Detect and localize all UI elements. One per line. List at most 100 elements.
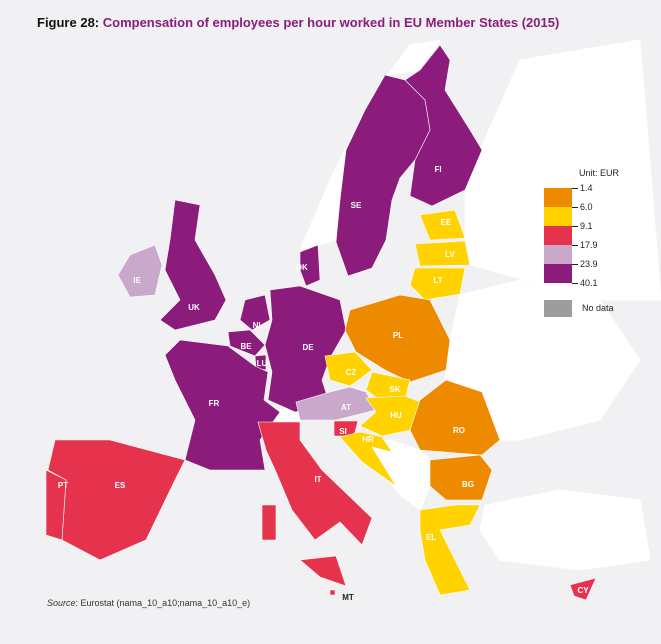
legend-no-data-label: No data (582, 303, 614, 313)
legend-break-label: 40.1 (572, 278, 598, 288)
country-label-si: SI (339, 427, 347, 436)
country-label-lu: LU (257, 359, 268, 368)
country-label-mt: MT (342, 593, 354, 602)
country-label-lv: LV (445, 250, 455, 259)
country-shape (299, 555, 347, 587)
balkans (369, 439, 431, 511)
country-cy[interactable] (569, 577, 597, 601)
country-uk[interactable] (159, 199, 227, 331)
figure-title-text: Compensation of employees per hour worke… (102, 15, 560, 30)
country-label-bg: BG (462, 480, 474, 489)
country-label-ee: EE (441, 218, 452, 227)
country-el[interactable] (419, 504, 481, 596)
country-hr[interactable] (339, 431, 397, 487)
country-label-ro: RO (453, 426, 465, 435)
country-shape (164, 339, 281, 471)
country-shape (257, 421, 373, 546)
country-se[interactable] (335, 74, 431, 277)
figure-title: Figure 28: Compensation of employees per… (37, 15, 559, 30)
country-bg[interactable] (429, 454, 493, 501)
country-shape (45, 469, 67, 541)
country-label-ie: IE (133, 276, 141, 285)
country-shape (254, 354, 267, 371)
country-shape (47, 439, 186, 561)
country-ro[interactable] (409, 379, 501, 456)
country-label-fr: FR (209, 399, 220, 408)
legend-break-label: 1.4 (572, 183, 593, 193)
country-nl[interactable] (239, 294, 271, 331)
country-shape (159, 199, 227, 331)
country-hu[interactable] (359, 395, 421, 437)
country-shape (414, 240, 471, 267)
legend-unit: Unit: EUR (579, 168, 620, 178)
country-label-hu: HU (390, 411, 402, 420)
country-shape (569, 577, 597, 601)
legend-break-label: 17.9 (572, 240, 598, 250)
country-ie[interactable] (117, 244, 163, 298)
russia (464, 39, 661, 301)
legend-swatch-2 (544, 226, 572, 245)
country-label-el: EL (426, 533, 436, 542)
country-shape (409, 267, 466, 301)
country-label-es: ES (115, 481, 126, 490)
country-label-dk: DK (296, 263, 308, 272)
country-label-hr: HR (362, 435, 374, 444)
country-shape (117, 244, 163, 298)
country-label-de: DE (302, 343, 314, 352)
country-shape (419, 504, 481, 596)
country-label-nl: NL (253, 321, 264, 330)
legend-break-label: 23.9 (572, 259, 598, 269)
country-shape (419, 209, 466, 241)
figure-number: Figure 28: (37, 15, 100, 30)
country-label-sk: SK (389, 385, 400, 394)
country-shape (409, 379, 501, 456)
country-shape (335, 74, 431, 277)
non-eu-land (254, 39, 661, 571)
country-pt[interactable] (45, 469, 67, 541)
country-cz[interactable] (324, 351, 373, 387)
country-pl[interactable] (344, 294, 451, 383)
country-label-uk: UK (188, 303, 200, 312)
turkey (479, 489, 651, 571)
legend-swatch-3 (544, 245, 572, 264)
country-dk[interactable] (299, 244, 321, 287)
country-it[interactable] (257, 421, 373, 587)
country-label-cz: CZ (346, 368, 357, 377)
country-label-lt: LT (433, 276, 442, 285)
country-fr[interactable] (164, 339, 281, 471)
country-label-at: AT (341, 403, 351, 412)
legend-swatch-4 (544, 264, 572, 283)
country-mt[interactable] (329, 589, 336, 596)
country-shape (261, 504, 277, 541)
country-shape (339, 431, 397, 487)
legend-swatch-no-data (544, 300, 572, 317)
country-label-fi: FI (434, 165, 441, 174)
country-shape (324, 351, 373, 387)
legend-break-label: 6.0 (572, 202, 593, 212)
country-label-pl: PL (393, 331, 403, 340)
country-lt[interactable] (409, 267, 466, 301)
source-label: Source (47, 598, 76, 608)
country-label-cy: CY (577, 586, 589, 595)
country-lv[interactable] (414, 240, 471, 267)
country-shape (329, 589, 336, 596)
legend-break-label: 9.1 (572, 221, 593, 231)
country-lu[interactable] (254, 354, 267, 371)
legend-swatch-0 (544, 188, 572, 207)
country-ee[interactable] (419, 209, 466, 241)
country-shape (429, 454, 493, 501)
source-text: : Eurostat (nama_10_a10;nama_10_a10_e) (75, 598, 251, 608)
country-shape (344, 294, 451, 383)
country-shape (227, 329, 266, 357)
country-shape (239, 294, 271, 331)
country-shape (359, 395, 421, 437)
country-es[interactable] (47, 439, 186, 561)
country-label-pt: PT (58, 481, 68, 490)
legend-swatch-1 (544, 207, 572, 226)
country-label-be: BE (240, 342, 252, 351)
country-shape (299, 244, 321, 287)
country-label-it: IT (314, 475, 321, 484)
country-be[interactable] (227, 329, 266, 357)
country-label-se: SE (351, 201, 362, 210)
